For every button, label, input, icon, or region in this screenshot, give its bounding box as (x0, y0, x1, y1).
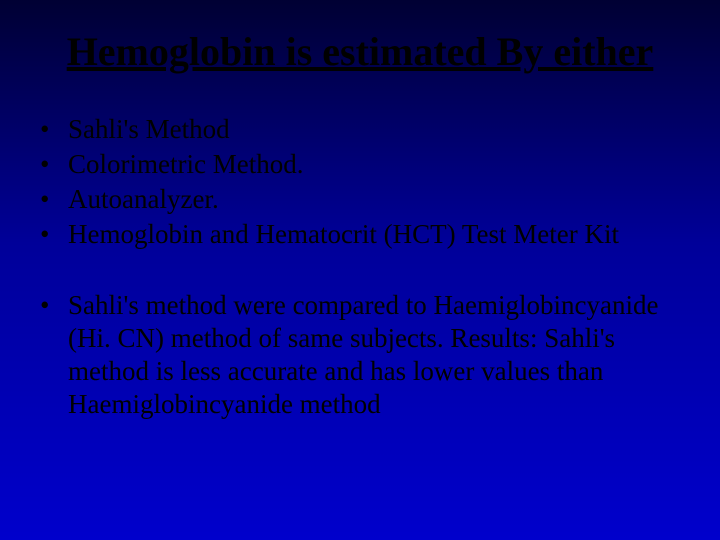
list-item: Colorimetric Method. (40, 148, 686, 181)
spacer (34, 253, 686, 289)
list-item: Sahli's method were compared to Haemiglo… (40, 289, 686, 421)
list-item: Hemoglobin and Hematocrit (HCT) Test Met… (40, 218, 686, 251)
list-item: Autoanalyzer. (40, 183, 686, 216)
slide-container: Hemoglobin is estimated By either Sahli'… (0, 0, 720, 540)
list-item: Sahli's Method (40, 113, 686, 146)
slide-title: Hemoglobin is estimated By either (34, 28, 686, 75)
bullet-group-2: Sahli's method were compared to Haemiglo… (40, 289, 686, 421)
bullet-group-1: Sahli's Method Colorimetric Method. Auto… (40, 113, 686, 251)
